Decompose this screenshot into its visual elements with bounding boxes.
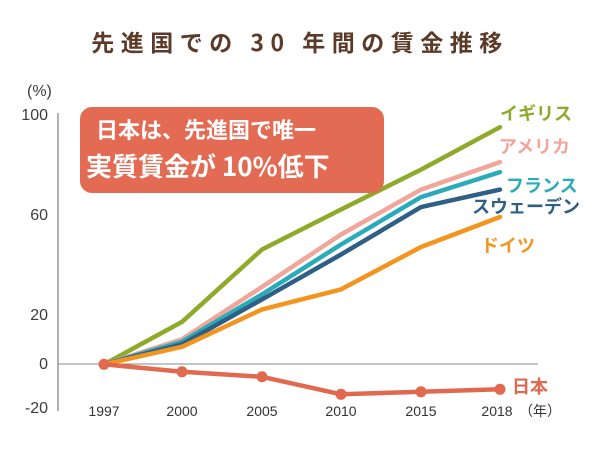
svg-text:1997: 1997 — [88, 403, 119, 419]
svg-text:100: 100 — [21, 107, 48, 124]
svg-text:2015: 2015 — [405, 403, 436, 419]
svg-text:日本: 日本 — [512, 373, 548, 399]
svg-text:-20: -20 — [25, 400, 48, 417]
svg-text:2010: 2010 — [325, 403, 356, 419]
svg-text:2005: 2005 — [246, 403, 277, 419]
svg-text:日本は、先進国で唯一: 日本は、先進国で唯一 — [96, 113, 316, 145]
svg-text:2000: 2000 — [166, 403, 197, 419]
svg-text:イギリス: イギリス — [500, 100, 572, 126]
svg-text:0: 0 — [39, 356, 48, 373]
svg-text:2018: 2018 — [481, 403, 512, 419]
svg-text:20: 20 — [30, 307, 48, 324]
svg-text:実質賃金が 10%低下: 実質賃金が 10%低下 — [86, 147, 330, 184]
svg-text:60: 60 — [30, 207, 48, 224]
svg-text:アメリカ: アメリカ — [499, 133, 570, 159]
svg-text:（年）: （年） — [519, 403, 561, 419]
svg-text:(%): (%) — [27, 83, 52, 100]
svg-text:スウェーデン: スウェーデン — [472, 193, 580, 219]
svg-text:ドイツ: ドイツ — [481, 232, 535, 258]
